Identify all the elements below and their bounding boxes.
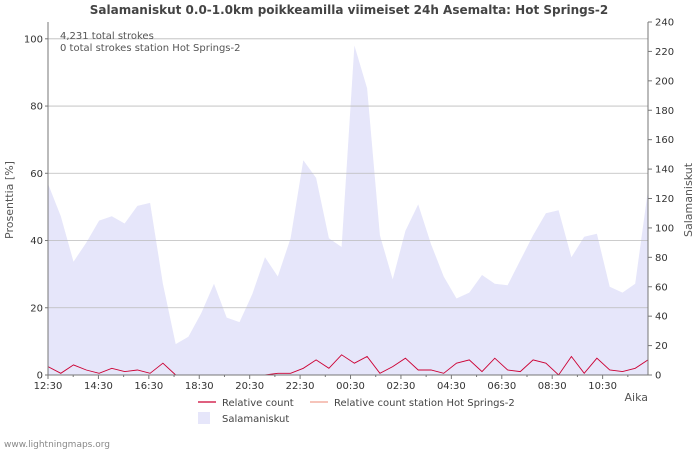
right-axis-ticks: 0 20 40 60 80 100 120 140 160 180 200 220 240 <box>648 18 674 382</box>
legend-label-relative-count: Relative count <box>222 398 294 409</box>
right-tick-label-0: 0 <box>655 371 661 382</box>
right-tick-label-140: 140 <box>655 165 674 176</box>
x-tick-label-1230: 12:30 <box>34 381 63 392</box>
x-axis-label: Aika <box>625 391 649 404</box>
left-tick-label-40: 40 <box>30 236 43 247</box>
left-tick-label-100: 100 <box>24 34 43 45</box>
x-tick-label-0230: 02:30 <box>387 381 416 392</box>
x-tick-label-0030: 00:30 <box>336 381 365 392</box>
right-tick-label-160: 160 <box>655 135 674 146</box>
x-tick-label-1430: 14:30 <box>84 381 113 392</box>
right-tick-label-200: 200 <box>655 76 674 87</box>
legend-swatch-salamaniskut <box>198 412 210 424</box>
relative-count-line <box>47 354 649 376</box>
left-tick-label-80: 80 <box>30 102 43 113</box>
footer-source: www.lightningmaps.org <box>4 440 110 450</box>
relative-count-line-layer <box>47 354 649 376</box>
x-tick-label-1830: 18:30 <box>185 381 214 392</box>
chart-title: Salamaniskut 0.0-1.0km poikkeamilla viim… <box>90 3 608 17</box>
x-tick-label-0830: 08:30 <box>538 381 567 392</box>
legend-label-salamaniskut: Salamaniskut <box>222 414 289 425</box>
right-tick-label-20: 20 <box>655 341 668 352</box>
salamaniskut-area <box>48 45 648 375</box>
x-tick-label-1030: 10:30 <box>588 381 617 392</box>
right-tick-label-100: 100 <box>655 223 674 234</box>
right-tick-label-40: 40 <box>655 312 668 323</box>
right-tick-label-60: 60 <box>655 282 668 293</box>
x-axis-ticks: 12:30 14:30 16:30 18:30 20:30 22:30 00:30 02:30… <box>34 375 629 392</box>
legend: Relative count Relative count station Ho… <box>198 398 515 425</box>
x-tick-label-2230: 22:30 <box>286 381 315 392</box>
left-tick-label-60: 60 <box>30 169 43 180</box>
y-axis-label-left: Prosenttia [%] <box>3 161 16 239</box>
right-tick-label-180: 180 <box>655 106 674 117</box>
salamaniskut-area-layer <box>48 45 648 375</box>
x-tick-label-0430: 04:30 <box>437 381 466 392</box>
x-tick-label-1630: 16:30 <box>134 381 163 392</box>
annotation-total-strokes: 4,231 total strokes <box>60 31 154 42</box>
left-axis-ticks: 0 20 40 60 80 100 <box>24 34 48 382</box>
right-tick-label-120: 120 <box>655 194 674 205</box>
y-axis-label-right: Salamaniskut <box>682 162 695 237</box>
x-tick-label-0630: 06:30 <box>487 381 516 392</box>
annotation-station-strokes: 0 total strokes station Hot Springs-2 <box>60 43 240 54</box>
legend-label-relative-count-station: Relative count station Hot Springs-2 <box>334 398 515 409</box>
right-tick-label-80: 80 <box>655 253 668 264</box>
left-tick-label-0: 0 <box>37 371 43 382</box>
right-tick-label-220: 220 <box>655 47 674 58</box>
x-tick-label-2030: 20:30 <box>235 381 264 392</box>
right-tick-label-240: 240 <box>655 18 674 29</box>
grid-lines <box>48 38 648 309</box>
left-tick-label-20: 20 <box>30 303 43 314</box>
